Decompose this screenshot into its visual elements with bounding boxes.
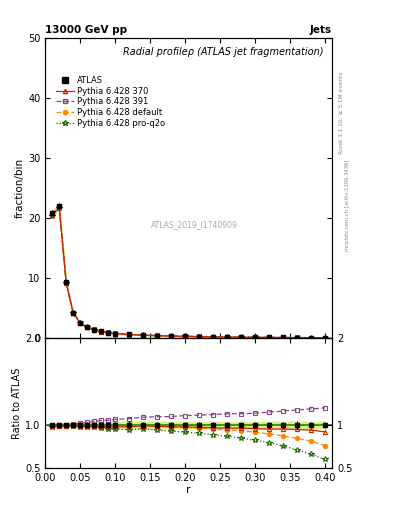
Text: Radial profileρ (ATLAS jet fragmentation): Radial profileρ (ATLAS jet fragmentation…	[123, 48, 323, 57]
X-axis label: r: r	[186, 485, 191, 495]
Text: Rivet 3.1.10; ≥ 3.1M events: Rivet 3.1.10; ≥ 3.1M events	[339, 71, 344, 154]
Legend: ATLAS, Pythia 6.428 370, Pythia 6.428 391, Pythia 6.428 default, Pythia 6.428 pr: ATLAS, Pythia 6.428 370, Pythia 6.428 39…	[52, 73, 169, 131]
Text: Jets: Jets	[310, 25, 332, 35]
Text: mcplots.cern.ch [arXiv:1306.3436]: mcplots.cern.ch [arXiv:1306.3436]	[345, 159, 350, 250]
Y-axis label: Ratio to ATLAS: Ratio to ATLAS	[12, 368, 22, 439]
Text: 13000 GeV pp: 13000 GeV pp	[45, 25, 127, 35]
Text: ATLAS_2019_I1740909: ATLAS_2019_I1740909	[151, 220, 238, 229]
Y-axis label: fraction/bin: fraction/bin	[15, 158, 25, 218]
